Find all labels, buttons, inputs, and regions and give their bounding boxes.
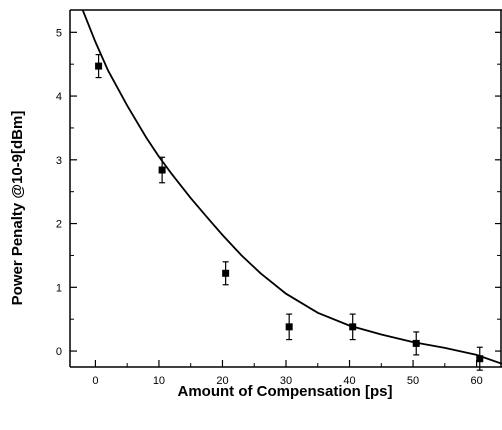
square-marker <box>476 355 484 363</box>
data-points-layer <box>95 54 484 371</box>
y-tick-label: 1 <box>56 282 62 294</box>
data-point <box>412 331 420 356</box>
square-marker <box>222 269 230 277</box>
fit-curve-layer <box>81 10 502 365</box>
data-point <box>349 313 357 341</box>
x-tick-label: 20 <box>216 375 228 387</box>
x-tick-label: 10 <box>153 375 165 387</box>
square-marker <box>285 323 293 331</box>
square-marker <box>95 62 103 70</box>
y-axis-title: Power Penalty @10-9[dBm] <box>9 111 26 306</box>
square-marker <box>349 323 357 331</box>
y-tick-label: 3 <box>56 155 62 167</box>
x-tick-label: 50 <box>407 375 419 387</box>
square-marker <box>412 339 420 347</box>
x-axis-title: Amount of Compensation [ps] <box>178 383 393 400</box>
square-marker <box>158 166 166 174</box>
plot-frame <box>69 9 502 368</box>
x-tick-label: 0 <box>92 375 98 387</box>
y-tick-label: 4 <box>56 91 62 103</box>
data-point <box>476 346 484 371</box>
x-tick-label: 30 <box>280 375 292 387</box>
y-tick-label: 2 <box>56 219 62 231</box>
y-tick-label: 0 <box>56 346 62 358</box>
data-point <box>222 261 230 286</box>
y-axis-ticks: 0 1 2 3 4 5 <box>56 27 501 358</box>
data-point <box>158 156 166 184</box>
x-tick-label: 60 <box>470 375 482 387</box>
fit-curve <box>81 10 502 365</box>
data-point <box>285 313 293 341</box>
x-axis-ticks: 0 10 20 30 40 50 60 <box>92 360 483 387</box>
y-tick-label: 5 <box>56 27 62 39</box>
data-point <box>95 54 103 79</box>
x-tick-label: 40 <box>343 375 355 387</box>
